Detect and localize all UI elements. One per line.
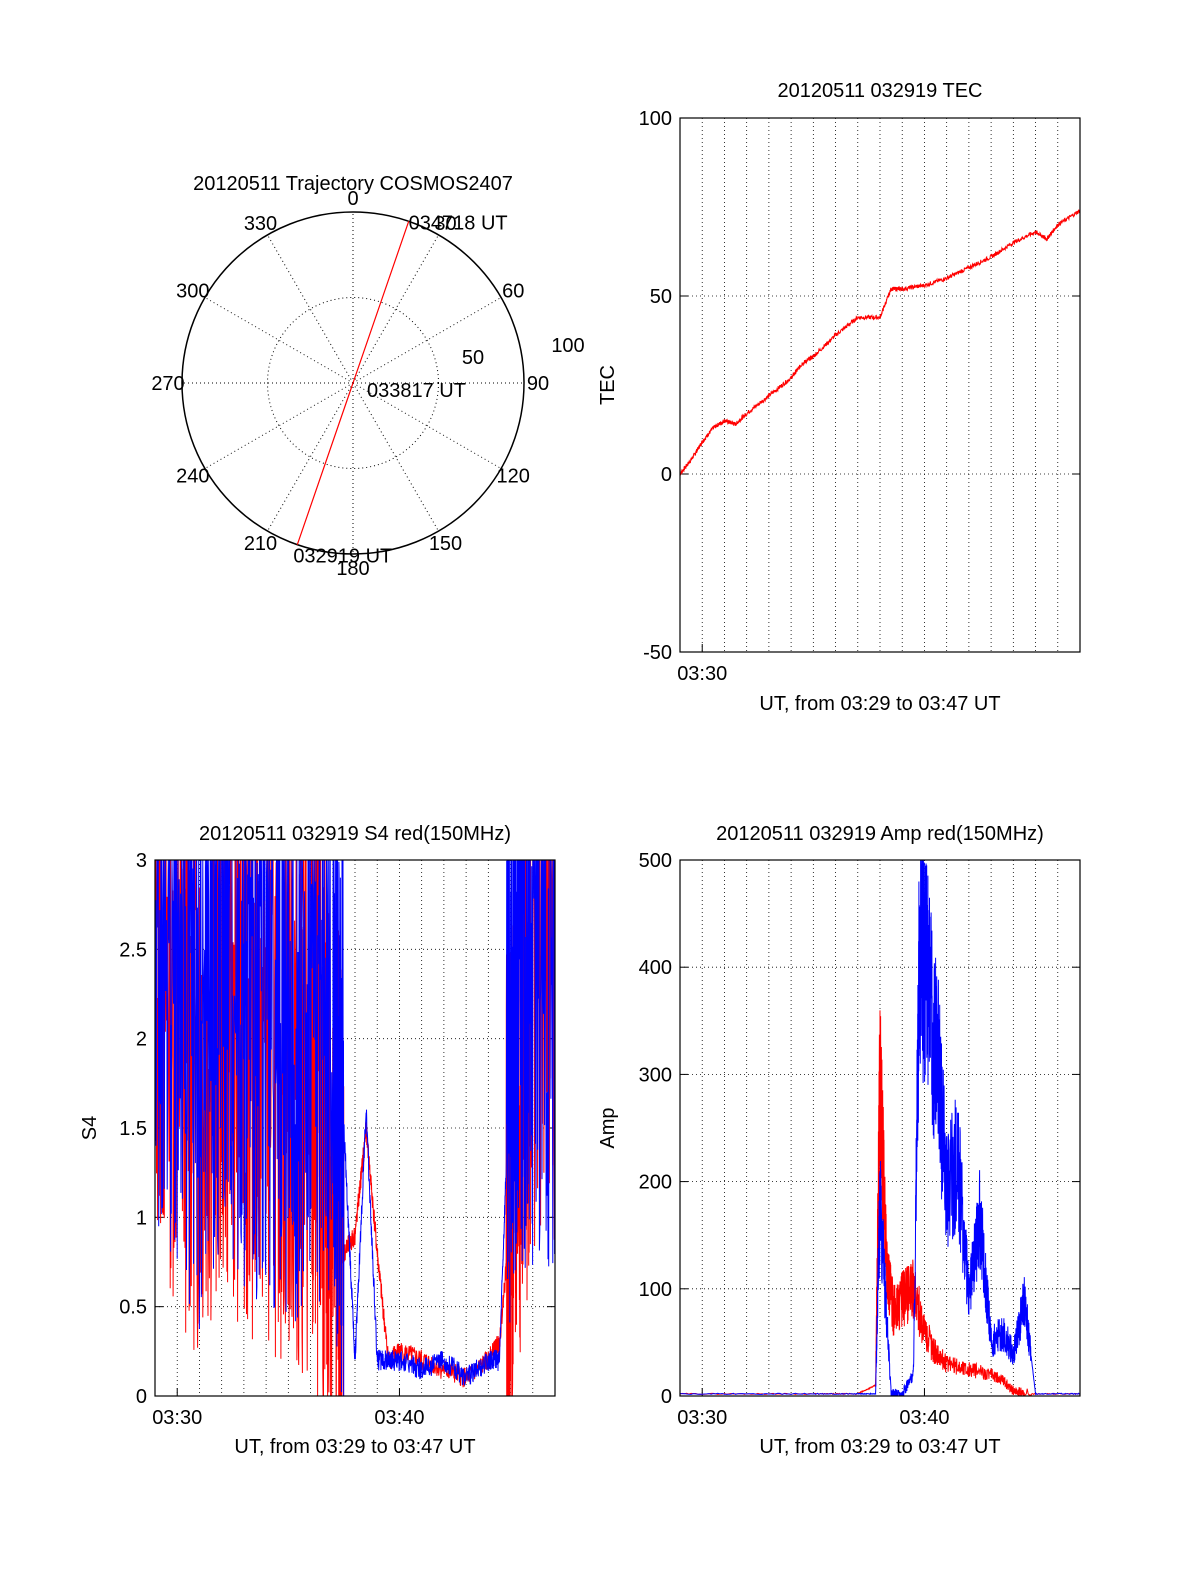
y-tick-label: 1 <box>136 1207 147 1229</box>
polar-spoke-240 <box>204 382 354 469</box>
y-tick-label: 2.5 <box>119 939 147 961</box>
azimuth-label-90: 90 <box>527 373 549 395</box>
azimuth-label-150: 150 <box>429 533 462 555</box>
tec-panel: 20120511 032919 TEC -50 0 50 100 03:30 UT, f… <box>597 80 1081 715</box>
tec-xlabel: UT, from 03:29 to 03:47 UT <box>759 693 1000 715</box>
polar-spoke-300 <box>204 297 354 384</box>
polar-spoke-30 <box>352 234 439 384</box>
azimuth-label-0: 0 <box>347 188 358 210</box>
series-line-red <box>680 1010 1080 1396</box>
plot-frame <box>679 859 1081 1397</box>
azimuth-label-180: 180 <box>336 558 369 580</box>
satellite-trajectory: 034718 UT 033817 UT 032919 UT <box>293 212 507 567</box>
s4-plot-area: 0 0.5 1 1.5 2 2.5 3 03:30 03:40 <box>119 850 556 1429</box>
y-tick-label: 200 <box>639 1172 672 1194</box>
y-tick-label: -50 <box>643 642 672 664</box>
polar-trajectory-panel: 20120511 Trajectory COSMOS2407 0 30 60 90 12… <box>151 173 584 580</box>
radial-ring-label-50: 50 <box>462 347 484 369</box>
s4-panel: 20120511 032919 S4 red(150MHz) 0 0.5 1 1.5 2… <box>79 823 556 1458</box>
azimuth-label-270: 270 <box>151 373 184 395</box>
x-tick-label: 03:40 <box>374 1407 424 1429</box>
polar-azimuth-labels: 0 30 60 90 120 150 180 210 240 270 300 330 <box>151 188 549 580</box>
polar-spoke-120 <box>352 382 502 469</box>
x-tick-label: 03:30 <box>152 1407 202 1429</box>
polar-spoke-150 <box>352 382 439 532</box>
y-tick-label: 0 <box>136 1386 147 1408</box>
series-line-blue <box>155 860 555 1396</box>
azimuth-label-300: 300 <box>176 281 209 303</box>
y-tick-label: 100 <box>639 108 672 130</box>
plot-frame <box>154 859 556 1397</box>
polar-title: 20120511 Trajectory COSMOS2407 <box>193 173 513 195</box>
azimuth-label-60: 60 <box>502 281 524 303</box>
tec-title: 20120511 032919 TEC <box>778 80 983 102</box>
y-tick-label: 400 <box>639 957 672 979</box>
polar-outer-circle <box>181 211 525 555</box>
tec-ylabel: TEC <box>597 365 619 405</box>
amp-panel: 20120511 032919 Amp red(150MHz) 0 100 200 3… <box>597 823 1081 1458</box>
polar-spoke-210 <box>267 382 354 532</box>
series-line-red <box>680 209 1080 476</box>
azimuth-label-240: 240 <box>176 466 209 488</box>
amp-plot-area: 0 100 200 300 400 500 03:30 03:40 <box>639 850 1081 1429</box>
x-tick-label: 03:30 <box>677 1407 727 1429</box>
trajectory-line <box>296 221 410 545</box>
trajectory-time-label: 034718 UT <box>409 212 508 234</box>
y-tick-label: 1.5 <box>119 1118 147 1140</box>
trajectory-time-label: 033817 UT <box>367 380 466 402</box>
tec-plot-area: -50 0 50 100 03:30 <box>639 108 1081 685</box>
azimuth-label-330: 330 <box>244 213 277 235</box>
polar-grid <box>181 211 525 555</box>
y-tick-label: 0 <box>661 464 672 486</box>
amp-xlabel: UT, from 03:29 to 03:47 UT <box>759 1436 1000 1458</box>
y-tick-label: 2 <box>136 1029 147 1051</box>
s4-title: 20120511 032919 S4 red(150MHz) <box>199 823 511 845</box>
polar-spoke-330 <box>267 234 354 384</box>
s4-xlabel: UT, from 03:29 to 03:47 UT <box>234 1436 475 1458</box>
y-tick-label: 0 <box>661 1386 672 1408</box>
azimuth-label-30: 30 <box>434 213 456 235</box>
azimuth-label-120: 120 <box>497 466 530 488</box>
y-tick-label: 0.5 <box>119 1297 147 1319</box>
azimuth-label-210: 210 <box>244 533 277 555</box>
polar-spoke-60 <box>352 297 502 384</box>
amp-title: 20120511 032919 Amp red(150MHz) <box>716 823 1044 845</box>
amp-ylabel: Amp <box>597 1107 619 1148</box>
series-line-blue <box>680 860 1080 1396</box>
x-tick-label: 03:30 <box>677 663 727 685</box>
y-tick-label: 100 <box>639 1279 672 1301</box>
s4-ylabel: S4 <box>79 1116 101 1140</box>
plot-frame <box>679 117 1081 653</box>
y-tick-label: 3 <box>136 850 147 872</box>
x-tick-label: 03:40 <box>899 1407 949 1429</box>
trajectory-time-label: 032919 UT <box>293 546 392 568</box>
y-tick-label: 300 <box>639 1064 672 1086</box>
y-tick-label: 500 <box>639 850 672 872</box>
y-tick-label: 50 <box>650 286 672 308</box>
radial-ring-label-100: 100 <box>551 335 584 357</box>
polar-ring-50 <box>267 297 439 469</box>
